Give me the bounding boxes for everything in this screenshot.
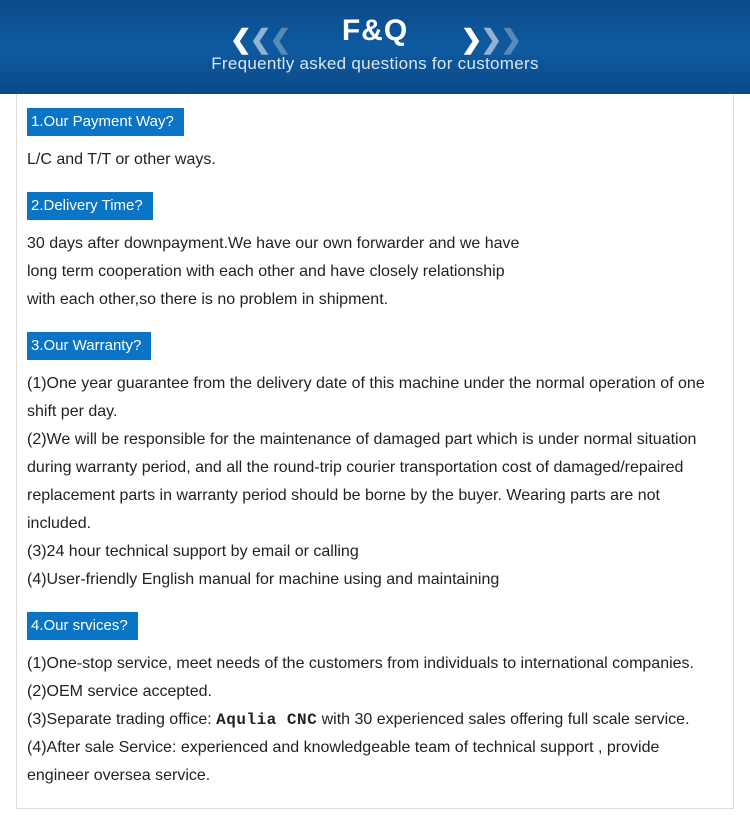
faq-content: 1.Our Payment Way? L/C and T/T or other w… [16,94,734,809]
faq-line: (4)User-friendly English manual for mach… [27,566,723,594]
banner-subtitle: Frequently asked questions for customers [0,54,750,74]
faq-line: (2)We will be responsible for the mainte… [27,426,723,538]
faq-line: (3)Separate trading office: Aqulia CNC w… [27,706,723,734]
faq-line: (1)One year guarantee from the delivery … [27,370,723,426]
faq-line: (2)OEM service accepted. [27,678,723,706]
faq-line: (4)After sale Service: experienced and k… [27,734,723,790]
faq-line: 30 days after downpayment.We have our ow… [27,230,723,258]
faq-heading: 3.Our Warranty? [27,332,151,360]
faq-section: 3.Our Warranty? (1)One year guarantee fro… [27,332,723,594]
faq-heading: 1.Our Payment Way? [27,108,184,136]
faq-line: (3)24 hour technical support by email or… [27,538,723,566]
faq-body: (1)One-stop service, meet needs of the c… [27,650,723,790]
faq-line: long term cooperation with each other an… [27,258,723,286]
faq-banner: ❮❮❮ F&Q Frequently asked questions for c… [0,0,750,94]
brand-name: Aqulia CNC [216,711,317,729]
faq-section: 2.Delivery Time? 30 days after downpaymen… [27,192,723,314]
faq-heading: 2.Delivery Time? [27,192,153,220]
faq-section: 4.Our srvices? (1)One-stop service, meet … [27,612,723,790]
faq-line: L/C and T/T or other ways. [27,146,723,174]
faq-heading: 4.Our srvices? [27,612,138,640]
chevrons-left-icon: ❮❮❮ [230,24,289,55]
faq-body: (1)One year guarantee from the delivery … [27,370,723,594]
faq-line: (1)One-stop service, meet needs of the c… [27,650,723,678]
banner-title: F&Q [0,0,750,48]
chevrons-right-icon: ❯❯❯ [461,24,520,55]
faq-section: 1.Our Payment Way? L/C and T/T or other w… [27,108,723,174]
faq-line-suffix: with 30 experienced sales offering full … [317,711,689,728]
faq-body: 30 days after downpayment.We have our ow… [27,230,723,314]
faq-line: with each other,so there is no problem i… [27,286,723,314]
faq-body: L/C and T/T or other ways. [27,146,723,174]
faq-line-prefix: (3)Separate trading office: [27,711,216,728]
